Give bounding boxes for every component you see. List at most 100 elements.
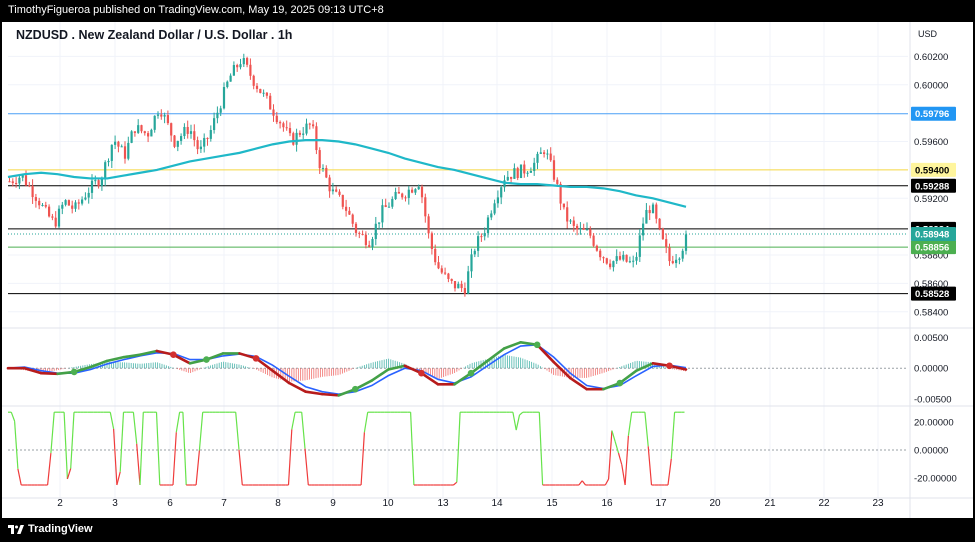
candle-body [467, 271, 470, 294]
candle-body [486, 217, 490, 234]
candle-body [170, 123, 173, 136]
candle-body [341, 194, 344, 207]
x-tick-label: 15 [546, 498, 558, 509]
candle-body [374, 223, 377, 240]
candle-body [147, 133, 150, 137]
candle-body [236, 65, 239, 68]
price-label-text: 0.59796 [915, 109, 949, 120]
candle-body [285, 127, 288, 129]
oscillator-segment [644, 412, 649, 447]
macd-cross-dot [666, 362, 673, 370]
candle-body [434, 248, 437, 263]
candle-body [404, 197, 407, 199]
macd-cross-dot [418, 369, 425, 377]
candle-body [444, 272, 447, 274]
candle-body [127, 142, 130, 159]
candle-body [87, 192, 90, 198]
candle-body [275, 115, 278, 123]
candle-body [345, 206, 348, 211]
x-tick-label: 22 [818, 498, 830, 509]
candle-body [216, 112, 219, 119]
candle-body [206, 137, 209, 139]
candle-body [549, 153, 552, 161]
oscillator-segment [50, 412, 55, 454]
candle-body [473, 250, 476, 255]
macd-cross-dot [170, 351, 177, 358]
macd-line-segment [271, 369, 291, 385]
oscillator-segment [667, 458, 672, 486]
price-label-text: 0.58856 [915, 243, 949, 254]
oscillator-tick-label: 20.00000 [914, 418, 954, 429]
oscillator-segment [604, 478, 610, 486]
candle-body [173, 135, 176, 147]
candle-body [397, 191, 400, 194]
candle-body [84, 197, 87, 200]
candle-body [335, 189, 338, 192]
x-tick-label: 16 [601, 498, 613, 509]
candle-body [31, 185, 34, 198]
candle-body [678, 258, 681, 260]
candle-body [417, 186, 420, 190]
candle-body [302, 133, 305, 135]
oscillator-segment [136, 443, 141, 486]
currency-label: USD [918, 29, 938, 39]
oscillator-segment [291, 412, 296, 430]
candle-body [288, 128, 292, 134]
macd-line-segment [387, 364, 407, 371]
candle-body [318, 150, 321, 169]
y-tick-label: 0.58400 [914, 307, 948, 318]
macd-tick-label: -0.00500 [914, 395, 952, 406]
candle-body [615, 256, 618, 262]
candle-body [510, 176, 513, 179]
candle-body [90, 180, 94, 193]
oscillator-segment [238, 449, 243, 486]
candle-body [609, 263, 612, 268]
candle-body [265, 92, 268, 96]
footer-bar: TradingView [0, 518, 975, 542]
macd-line-segment [486, 347, 506, 363]
candle-body [387, 206, 391, 208]
candle-body [500, 187, 503, 198]
oscillator-segment [515, 414, 521, 431]
chart-svg[interactable]: 0.00500 0.00000 -0.00500 20.00000 0.00000 -2… [2, 22, 973, 518]
candle-body [437, 262, 440, 269]
oscillator-segment [109, 412, 115, 429]
candle-body [77, 202, 80, 204]
tradingview-brand: TradingView [28, 523, 93, 535]
candle-body [453, 280, 457, 289]
candle-body [599, 250, 602, 258]
candle-body [493, 203, 496, 214]
candle-body [579, 227, 582, 230]
candle-body [671, 261, 674, 264]
candle-body [226, 81, 229, 88]
candle-body [414, 189, 417, 193]
oscillator-pane: 20.00000 0.00000 -20.00000 [8, 411, 957, 486]
oscillator-segment [617, 452, 623, 465]
oscillator-segment [581, 480, 586, 486]
candle-body [470, 254, 473, 272]
x-tick-label: 10 [382, 498, 394, 509]
candle-body [272, 109, 275, 116]
x-tick-label: 9 [330, 498, 336, 509]
candle-body [219, 108, 222, 113]
macd-cross-dot [203, 356, 210, 363]
candle-body [543, 152, 546, 154]
candle-body [602, 257, 605, 259]
oscillator-segment [363, 412, 369, 433]
oscillator-tick-label: 0.00000 [914, 446, 948, 457]
price-label-text: 0.58528 [915, 289, 949, 300]
candle-body [262, 92, 265, 94]
oscillator-segment [155, 412, 161, 486]
candle-body [117, 141, 120, 147]
oscillator-segment [195, 450, 200, 486]
oscillator-segment [519, 411, 524, 416]
tradingview-logo[interactable]: TradingView [8, 523, 93, 535]
candle-body [552, 160, 556, 180]
candle-body [64, 200, 67, 205]
macd-line-segment [138, 349, 159, 356]
candle-body [239, 64, 242, 68]
candle-body [130, 131, 133, 143]
candle-body [51, 216, 54, 218]
chart-area[interactable]: 0.00500 0.00000 -0.00500 20.00000 0.00000 -2… [2, 22, 973, 518]
candle-body [203, 137, 206, 147]
